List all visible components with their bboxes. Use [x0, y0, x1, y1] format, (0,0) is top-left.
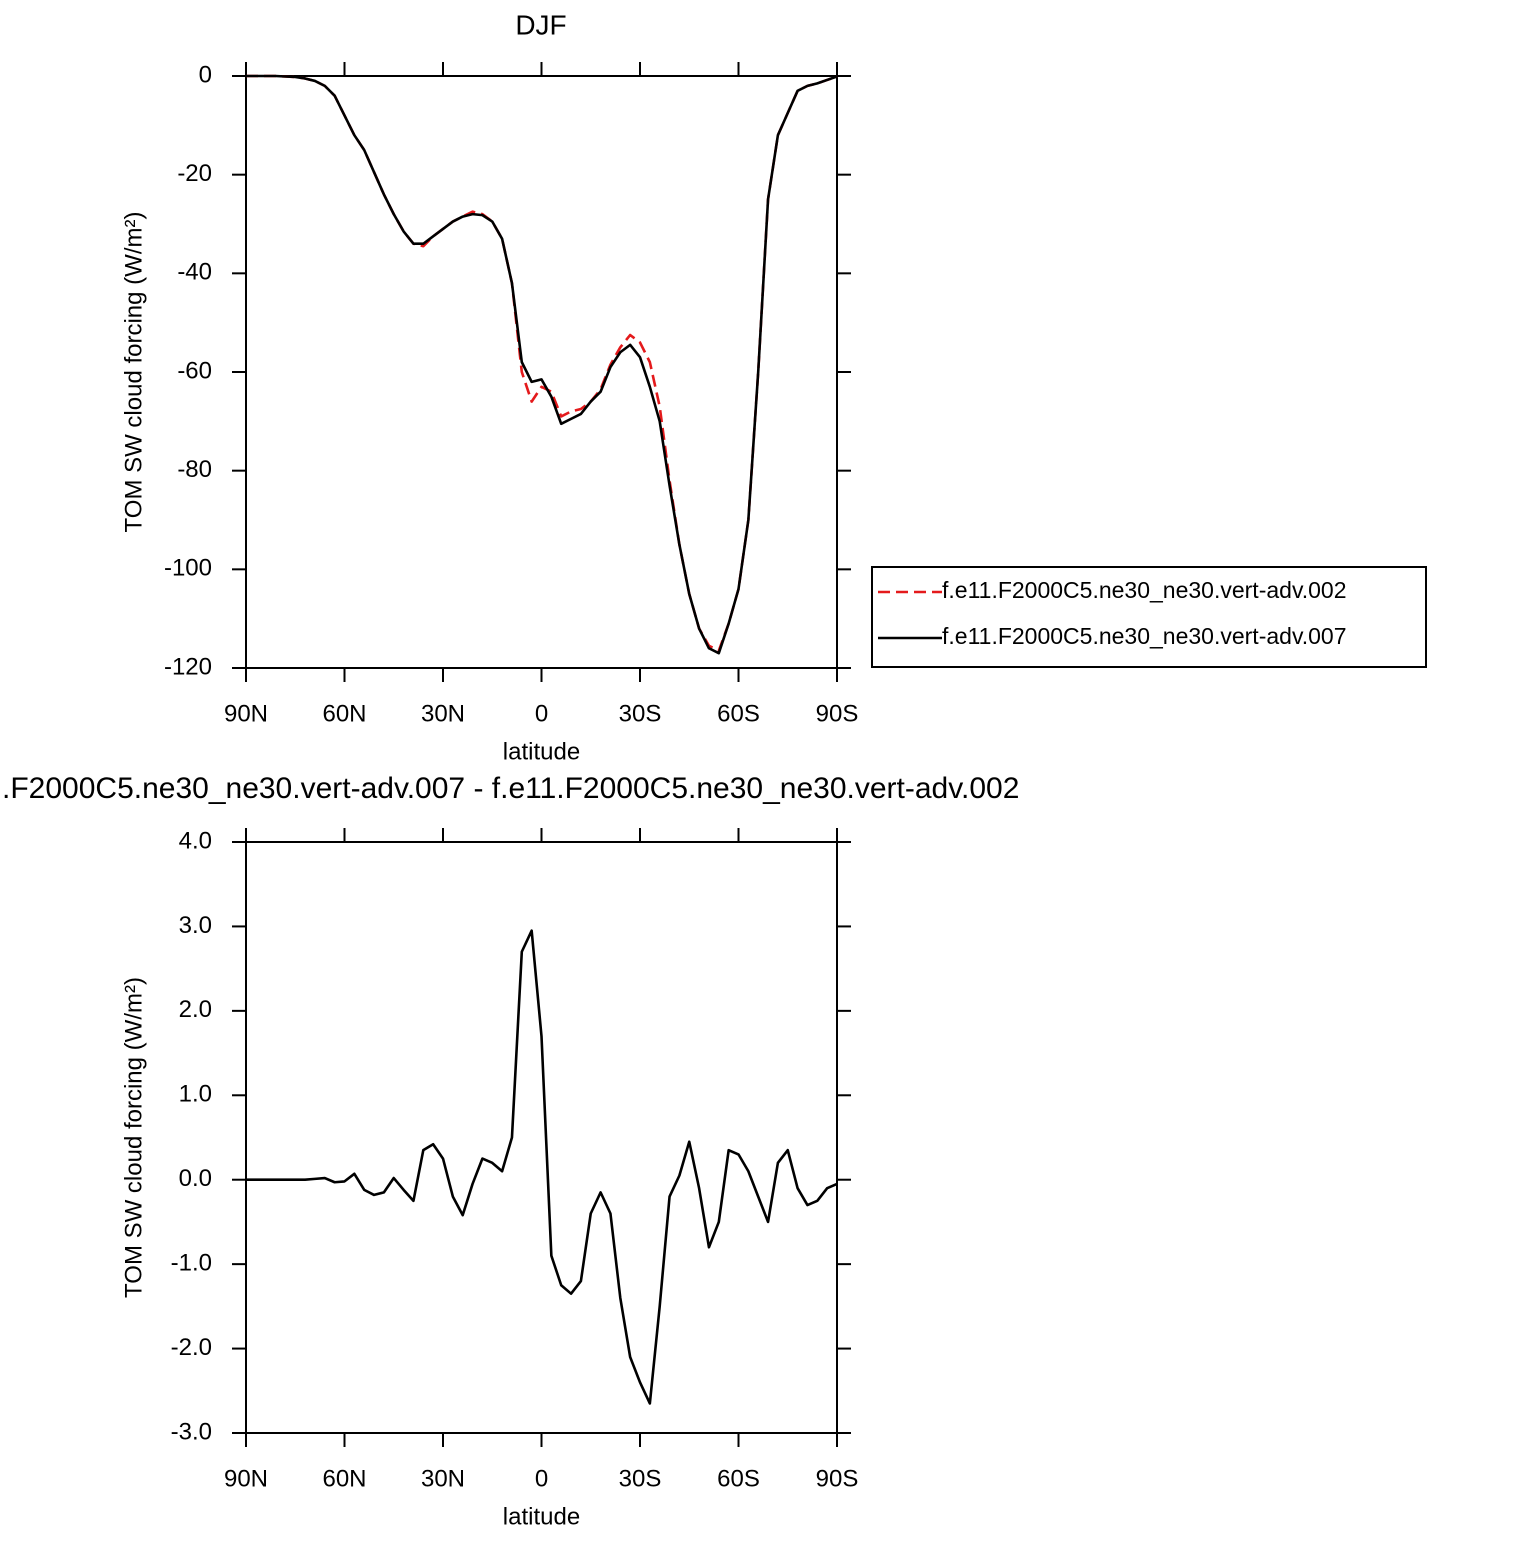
y-tick-label: 4.0 [179, 827, 212, 854]
x-tick-label: 90N [224, 700, 268, 727]
x-tick-label: 30S [619, 700, 662, 727]
y-tick-label: 3.0 [179, 912, 212, 939]
x-tick-label: 90N [224, 1465, 268, 1492]
x-tick-label: 90S [816, 1465, 859, 1492]
x-tick-label: 90S [816, 700, 859, 727]
y-tick-label: -80 [177, 456, 212, 483]
data-line [246, 74, 838, 653]
x-tick-label: 60S [717, 700, 760, 727]
x-tick-label: 30S [619, 1465, 662, 1492]
y-tick-label: -40 [177, 259, 212, 286]
x-tick-label: 30N [421, 1465, 465, 1492]
x-tick-label: 60N [322, 700, 366, 727]
y-tick-label: 0.0 [179, 1165, 212, 1192]
x-tick-label: 0 [535, 1465, 548, 1492]
chart-title: .F2000C5.ne30_ne30.vert-adv.007 - f.e11.… [2, 772, 1019, 805]
y-tick-label: -2.0 [171, 1334, 212, 1361]
data-line [246, 74, 838, 655]
plot-frame [245, 841, 838, 1434]
x-tick-label: 30N [421, 700, 465, 727]
data-line [246, 929, 838, 1405]
y-tick-label: 1.0 [179, 1081, 212, 1108]
chart-title: DJF [515, 9, 566, 40]
x-tick-label: 0 [535, 700, 548, 727]
x-axis-label: latitude [503, 1503, 580, 1530]
x-tick-label: 60N [322, 1465, 366, 1492]
legend-label: f.e11.F2000C5.ne30_ne30.vert-adv.002 [942, 577, 1347, 603]
y-tick-label: -100 [164, 555, 212, 582]
y-tick-label: 2.0 [179, 996, 212, 1023]
legend-box [871, 566, 1427, 668]
y-tick-label: -60 [177, 357, 212, 384]
x-tick-label: 60S [717, 1465, 760, 1492]
plot-frame [245, 75, 838, 669]
y-tick-label: -120 [164, 653, 212, 680]
legend-label: f.e11.F2000C5.ne30_ne30.vert-adv.007 [942, 623, 1347, 649]
x-axis-label: latitude [503, 738, 580, 765]
y-axis-label: TOM SW cloud forcing (W/m²) [120, 212, 147, 533]
y-tick-label: -1.0 [171, 1249, 212, 1276]
y-tick-label: -3.0 [171, 1418, 212, 1445]
y-axis-label: TOM SW cloud forcing (W/m²) [120, 977, 147, 1298]
y-tick-label: 0 [199, 61, 212, 88]
y-tick-label: -20 [177, 160, 212, 187]
